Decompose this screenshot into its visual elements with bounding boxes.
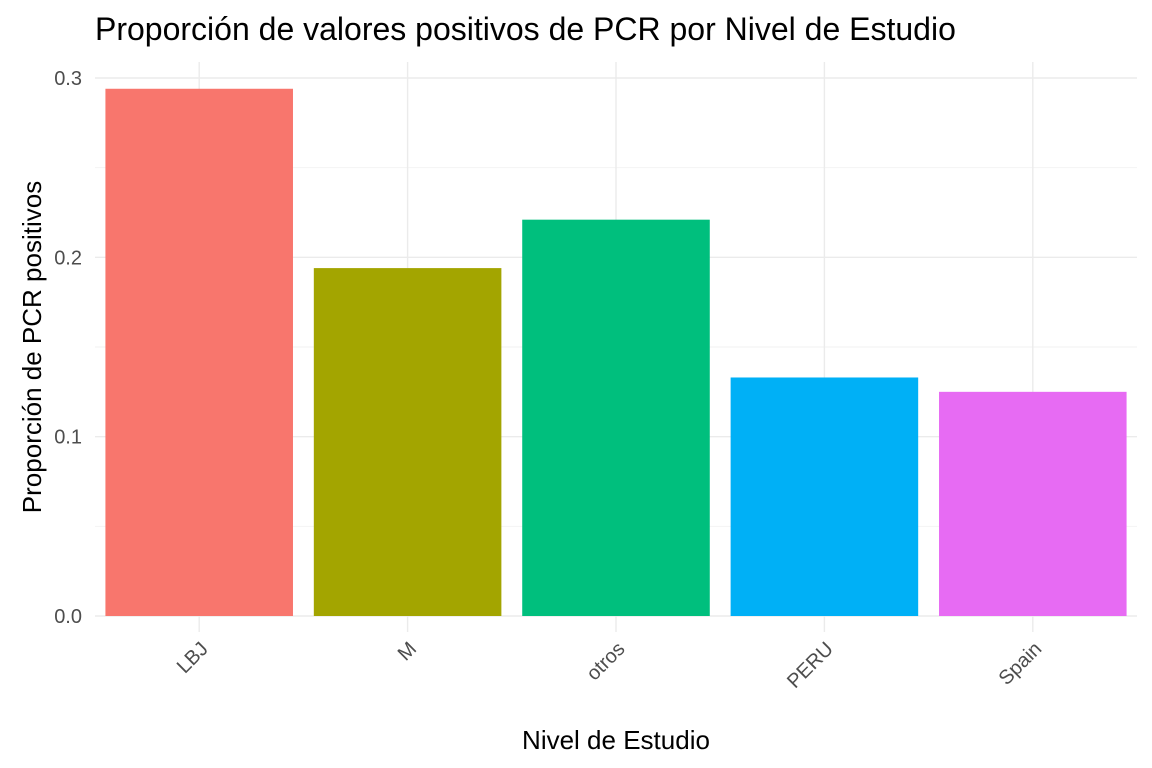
bar-spain — [939, 391, 1127, 616]
x-axis-title: Nivel de Estudio — [522, 725, 710, 755]
bar-otros — [522, 219, 710, 616]
y-tick-label: 0.2 — [54, 247, 82, 269]
bar-peru — [730, 377, 919, 616]
y-tick-label: 0.3 — [54, 68, 82, 90]
bars — [105, 88, 1127, 616]
x-tick-label: Spain — [995, 638, 1047, 690]
bar-lbj — [105, 88, 293, 616]
y-tick-label: 0.0 — [54, 606, 82, 628]
x-tick-label: PERU — [783, 638, 838, 693]
y-tick-label: 0.1 — [54, 427, 82, 449]
x-tick-label: otros — [583, 638, 630, 685]
x-tick-label: M — [394, 638, 421, 665]
y-axis-title: Proporción de PCR positivos — [17, 181, 47, 513]
x-tick-label: LBJ — [173, 638, 213, 678]
chart-title: Proporción de valores positivos de PCR p… — [95, 11, 956, 47]
bar-m — [313, 268, 502, 616]
y-axis-ticks: 0.0 0.1 0.2 0.3 — [54, 68, 82, 628]
